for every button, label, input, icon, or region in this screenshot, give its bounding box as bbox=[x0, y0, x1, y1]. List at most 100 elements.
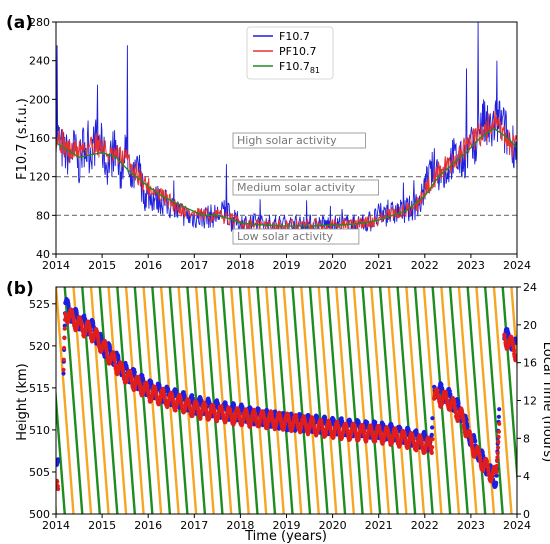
y-tick-label-right-b: 24 bbox=[523, 281, 537, 294]
height-point-red bbox=[183, 406, 188, 411]
local-time-green-line bbox=[483, 287, 504, 514]
height-point-red bbox=[79, 323, 84, 328]
local-time-green-line bbox=[291, 287, 312, 514]
height-point-red bbox=[88, 328, 93, 333]
height-point-red bbox=[495, 451, 500, 456]
height-point-red bbox=[496, 434, 501, 439]
height-point-red bbox=[262, 418, 267, 423]
height-point-red bbox=[224, 414, 229, 420]
y-tick-label-a: 200 bbox=[29, 93, 50, 106]
height-point-red bbox=[511, 344, 516, 349]
local-time-orange-line bbox=[370, 287, 391, 514]
local-time-orange-line bbox=[510, 287, 517, 375]
height-point-blue bbox=[494, 480, 499, 485]
x-tick-label-b: 2022 bbox=[411, 519, 439, 532]
local-time-green-line bbox=[116, 287, 137, 514]
height-point-red bbox=[71, 318, 76, 323]
panel-a-legend: F10.7 PF10.7 F10.781 bbox=[246, 26, 334, 80]
height-point-red bbox=[362, 430, 367, 435]
height-point-red bbox=[511, 348, 516, 353]
height-point-red bbox=[503, 337, 508, 342]
y-tick-label-right-b: 4 bbox=[523, 470, 530, 483]
legend-label-1: PF10.7 bbox=[279, 45, 316, 58]
panel-a-y-axis-label: F10.7 (s.f.u.) bbox=[15, 98, 30, 180]
local-time-green-line bbox=[326, 287, 347, 514]
series-f107-81-line bbox=[55, 127, 518, 227]
height-point-red bbox=[61, 357, 66, 362]
height-point-blue bbox=[506, 331, 511, 336]
panel-b: (b) Height (km) Local Time (hours) Time … bbox=[6, 279, 550, 544]
local-time-green-line bbox=[133, 287, 154, 514]
x-tick-label-b: 2021 bbox=[365, 519, 393, 532]
x-tick-label-b: 2019 bbox=[273, 519, 301, 532]
y-tick-label-right-b: 12 bbox=[523, 395, 537, 408]
height-point-red bbox=[56, 486, 61, 492]
local-time-green-line bbox=[501, 287, 517, 488]
local-time-green-line bbox=[63, 287, 84, 514]
local-time-orange-line bbox=[492, 287, 513, 514]
height-point-red bbox=[495, 455, 500, 460]
height-point-red bbox=[287, 420, 292, 425]
height-point-blue bbox=[440, 386, 445, 391]
annotation-box-1 bbox=[232, 179, 379, 196]
height-point-red bbox=[163, 398, 168, 403]
local-time-green-line bbox=[203, 287, 224, 514]
height-point-blue bbox=[496, 414, 501, 419]
height-point-red bbox=[61, 367, 66, 372]
height-point-blue bbox=[456, 401, 461, 406]
height-point-blue bbox=[430, 425, 435, 430]
y-tick-label-a: 160 bbox=[29, 132, 50, 145]
height-point-blue bbox=[439, 382, 444, 387]
legend-label-2: F10.781 bbox=[279, 60, 320, 75]
y-tick-label-a: 280 bbox=[29, 16, 50, 29]
local-time-green-line bbox=[221, 287, 242, 514]
height-point-red bbox=[495, 445, 501, 450]
y-tick-label-b: 500 bbox=[29, 508, 50, 521]
height-point-blue bbox=[132, 370, 137, 375]
height-point-red bbox=[145, 384, 150, 389]
height-point-red bbox=[456, 415, 461, 421]
y-tick-label-right-b: 0 bbox=[523, 508, 530, 521]
local-time-orange-line bbox=[107, 287, 128, 514]
panel-a-plot-area: High solar activity Medium solar activity… bbox=[29, 16, 531, 272]
legend-label-0: F10.7 bbox=[279, 30, 310, 43]
height-point-red bbox=[112, 358, 117, 363]
height-point-red bbox=[486, 468, 491, 473]
height-point-red bbox=[216, 413, 221, 419]
height-point-blue bbox=[56, 457, 61, 462]
annotation-box-2 bbox=[232, 228, 360, 245]
height-point-blue bbox=[430, 416, 435, 421]
height-point-blue bbox=[497, 407, 502, 412]
height-point-red bbox=[440, 400, 445, 405]
x-tick-label-b: 2024 bbox=[503, 519, 531, 532]
annotation-text-1: Medium solar activity bbox=[237, 181, 356, 194]
height-point-red bbox=[208, 409, 213, 414]
height-point-red bbox=[496, 429, 501, 434]
annotation-text-2: Low solar activity bbox=[237, 230, 333, 243]
x-tick-label-b: 2015 bbox=[88, 519, 116, 532]
height-point-red bbox=[452, 402, 457, 407]
height-point-red bbox=[56, 479, 60, 484]
y-tick-label-right-b: 8 bbox=[523, 432, 530, 445]
height-point-red bbox=[430, 437, 435, 442]
height-point-red bbox=[496, 439, 501, 444]
annotation-box-0 bbox=[232, 132, 366, 149]
height-point-red bbox=[476, 448, 481, 453]
y-tick-label-a: 120 bbox=[29, 171, 50, 184]
local-time-green-line bbox=[308, 287, 329, 514]
height-point-red bbox=[62, 326, 67, 331]
height-point-red bbox=[104, 349, 109, 354]
height-point-red bbox=[323, 430, 329, 435]
x-tick-label-a: 2017 bbox=[180, 259, 208, 272]
panel-b-y-axis-label: Height (km) bbox=[15, 363, 30, 440]
local-time-orange-line bbox=[457, 287, 478, 514]
local-time-green-line bbox=[413, 287, 434, 514]
local-time-green-line bbox=[98, 287, 119, 514]
x-tick-label-b: 2020 bbox=[319, 519, 347, 532]
x-tick-label-a: 2022 bbox=[411, 259, 439, 272]
panel-b-right-y-axis-label: Local Time (hours) bbox=[540, 342, 550, 462]
local-time-green-line bbox=[273, 287, 294, 514]
height-point-blue bbox=[429, 432, 434, 437]
height-point-red bbox=[299, 425, 304, 430]
